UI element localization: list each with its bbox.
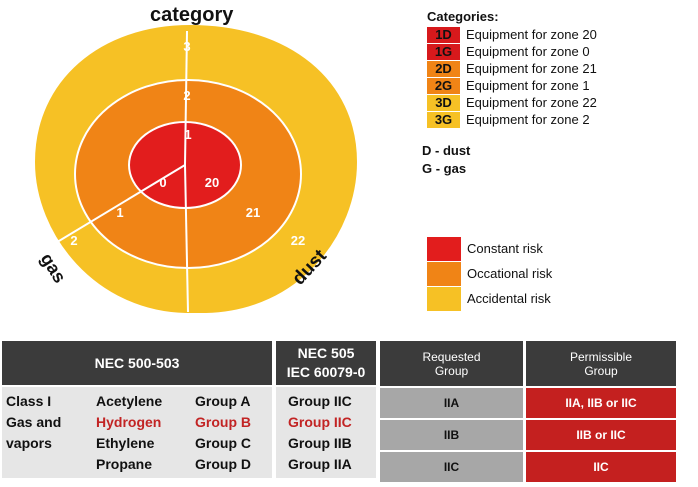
divider-right — [184, 164, 189, 313]
category-description: Equipment for zone 21 — [466, 61, 597, 76]
nec-class-line: Class I — [6, 393, 52, 409]
iec-group: Group IIB — [288, 435, 352, 451]
note-gas: G - gas — [422, 161, 467, 176]
zone-label-inner-left: 0 — [159, 175, 166, 190]
categories-legend: Categories: 1D Equipment for zone 20 1G Equ… — [427, 9, 597, 128]
requested-group-cell: IIC — [380, 452, 523, 482]
category-legend-row: 3G Equipment for zone 2 — [427, 111, 597, 128]
group-table: Requested Group Permissible Group IIA II… — [380, 341, 698, 482]
category-code-swatch: 3G — [427, 111, 460, 128]
category-legend-row: 2G Equipment for zone 1 — [427, 77, 597, 94]
risk-color-swatch — [427, 236, 461, 261]
categories-legend-header: Categories: — [427, 9, 499, 24]
permissible-header-line1: Permissible — [569, 349, 632, 364]
permissible-group-cell: IIA, IIB or IIC — [526, 388, 676, 418]
iec-group: Group IIC — [288, 393, 352, 409]
nec-gas: Acetylene — [96, 393, 163, 409]
permissible-header-line2: Group — [584, 363, 618, 378]
nec-group-highlighted: Group B — [195, 414, 251, 430]
category-legend-row: 1G Equipment for zone 0 — [427, 43, 597, 60]
category-description: Equipment for zone 22 — [466, 95, 597, 110]
note-dust: D - dust — [422, 143, 471, 158]
zone-label-middle-right: 21 — [246, 205, 260, 220]
risk-label: Occational risk — [467, 266, 553, 281]
iec-group-column: Group IIC Group IIC Group IIB Group IIA — [288, 391, 352, 475]
requested-header-line1: Requested — [422, 349, 481, 364]
risk-legend-row: Occational risk — [427, 261, 552, 286]
zone-label-outer-top: 3 — [183, 39, 190, 54]
nec-group: Group D — [195, 456, 251, 472]
permissible-group-header: Permissible Group — [526, 341, 676, 386]
requested-group-cell: IIA — [380, 388, 523, 418]
category-code-swatch: 2D — [427, 60, 460, 77]
category-description: Equipment for zone 0 — [466, 44, 590, 59]
risk-color-swatch — [427, 286, 461, 311]
nec-group-column: Group A Group B Group C Group D — [195, 391, 251, 475]
category-description: Equipment for zone 1 — [466, 78, 590, 93]
divider-top — [184, 30, 188, 166]
nec-500-503-body: Class I Gas and vapors Acetylene Hydroge… — [2, 387, 272, 478]
iec-group: Group IIA — [288, 456, 352, 472]
nec-gas: Propane — [96, 456, 153, 472]
requested-group-header: Requested Group — [380, 341, 523, 386]
category-code-swatch: 1D — [427, 26, 460, 43]
nec-gas: Ethylene — [96, 435, 155, 451]
nec-group: Group C — [195, 435, 251, 451]
nec-505-header-line1: NEC 505 — [297, 345, 355, 361]
permissible-group-cell: IIC — [526, 452, 676, 482]
zone-label-middle-left: 1 — [116, 205, 123, 220]
nec-505-header-line2: IEC 60079-0 — [286, 364, 366, 380]
category-legend-row: 2D Equipment for zone 21 — [427, 60, 597, 77]
category-description: Equipment for zone 20 — [466, 27, 597, 42]
gas-label: gas — [37, 250, 70, 287]
nec-500-503-header: NEC 500-503 — [2, 341, 272, 385]
nec-class-line: Gas and — [6, 414, 62, 430]
nec-gas-column: Acetylene Hydrogen Ethylene Propane — [96, 391, 162, 475]
risk-legend-row: Accidental risk — [427, 286, 552, 311]
category-legend-row: 1D Equipment for zone 20 — [427, 26, 597, 43]
category-legend-row: 3D Equipment for zone 22 — [427, 94, 597, 111]
permissible-group-cell: IIB or IIC — [526, 420, 676, 450]
zone-label-middle-top: 2 — [183, 88, 190, 103]
zone-label-outer-left: 2 — [70, 233, 77, 248]
category-notes: D - dust G - gas — [422, 142, 470, 178]
risk-legend-row: Constant risk — [427, 236, 552, 261]
nec-505-header: NEC 505 IEC 60079-0 — [276, 341, 376, 385]
category-description: Equipment for zone 2 — [466, 112, 590, 127]
nec-group: Group A — [195, 393, 251, 409]
category-code-swatch: 1G — [427, 43, 460, 60]
category-diagram: 3 2 1 0 20 1 21 2 22 gas dust — [32, 22, 360, 315]
nec-gas-highlighted: Hydrogen — [96, 414, 162, 430]
category-code-swatch: 3D — [427, 94, 460, 111]
nec-class-cell: Class I Gas and vapors — [6, 391, 86, 454]
risk-label: Constant risk — [467, 241, 543, 256]
zone-label-outer-right: 22 — [291, 233, 305, 248]
iec-group-highlighted: Group IIC — [288, 414, 352, 430]
risk-color-swatch — [427, 261, 461, 286]
nec-class-line: vapors — [6, 435, 52, 451]
requested-header-line2: Group — [434, 363, 469, 378]
zone-label-inner-top: 1 — [184, 127, 191, 142]
category-code-swatch: 2G — [427, 77, 460, 94]
category-title: category — [150, 4, 234, 26]
nec-505-body: Group IIC Group IIC Group IIB Group IIA — [276, 387, 376, 478]
zone-label-inner-right: 20 — [205, 175, 219, 190]
divider-left — [43, 164, 186, 251]
requested-group-cell: IIB — [380, 420, 523, 450]
risk-label: Accidental risk — [467, 291, 551, 306]
risk-legend: Constant risk Occational risk Accidental r… — [427, 236, 552, 311]
nec-table: NEC 500-503 NEC 505 IEC 60079-0 Class I … — [2, 341, 376, 478]
